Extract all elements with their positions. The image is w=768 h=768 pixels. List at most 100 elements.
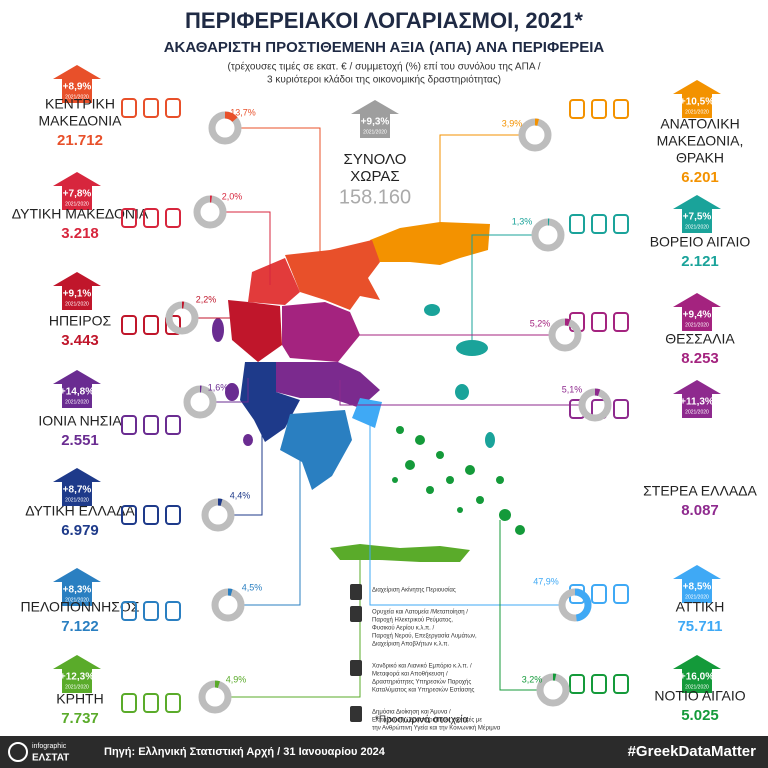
sector-icon [613, 399, 629, 419]
growth-period: 2021/2020 [65, 301, 89, 307]
sector-icon [613, 99, 629, 119]
growth-arrow [673, 80, 721, 118]
legend-text: Μεταφορά και Αποθήκευση / [372, 671, 448, 678]
region-value: 3.443 [61, 332, 99, 349]
growth-label: +12,3% [60, 672, 94, 683]
sector-icon [121, 505, 137, 525]
sector-icon [121, 315, 137, 335]
sector-icon [143, 505, 159, 525]
map-islands [392, 426, 525, 535]
total-name: ΧΩΡΑΣ [350, 168, 399, 185]
map-region [280, 410, 352, 490]
region-name: ΔΥΤΙΚΗ ΕΛΛΑΔΑ [25, 503, 135, 519]
legend-text: την Ανθρώπινη Υγεία και την Κοινωνική Μέ… [372, 725, 501, 732]
connector [234, 420, 263, 516]
map-island [424, 304, 440, 316]
sector-icon [591, 674, 607, 694]
growth-arrow [53, 370, 101, 408]
region-value: 5.025 [681, 707, 719, 724]
map-island [455, 384, 469, 400]
sector-icon [121, 693, 137, 713]
map-region [248, 258, 300, 305]
note: 3 κυριότεροι κλάδοι της οικονομικής δρασ… [267, 74, 501, 86]
growth-period: 2021/2020 [685, 594, 709, 600]
legend-text: Δημόσια Διοίκηση και Άμυνα / [372, 709, 451, 716]
sector-icon [165, 98, 181, 118]
region-value: 2.121 [681, 253, 719, 270]
region-name: ΜΑΚΕΔΟΝΙΑ, [657, 133, 744, 149]
growth-arrow [53, 272, 101, 310]
growth-period: 2021/2020 [65, 399, 89, 405]
growth-period: 2021/2020 [685, 322, 709, 328]
sector-icon [143, 98, 159, 118]
growth-arrow [53, 172, 101, 210]
sector-icon [143, 693, 159, 713]
growth-period: 2021/2020 [685, 684, 709, 690]
sector-icon [613, 214, 629, 234]
connector [329, 330, 549, 336]
sector-icon [613, 674, 629, 694]
sector-icon [591, 99, 607, 119]
connector [226, 211, 271, 285]
region-name: ΘΡΑΚΗ [676, 150, 724, 166]
connector [369, 415, 559, 606]
donut-share [531, 218, 565, 252]
total-value: 158.160 [339, 186, 411, 208]
sector-icon [165, 693, 181, 713]
sector-icon [121, 208, 137, 228]
region-name: ΑΝΑΤΟΛΙΚΗ [660, 116, 739, 132]
sector-icon [143, 601, 159, 621]
growth-arrow [53, 65, 101, 103]
map-island [330, 544, 470, 562]
growth-arrow [673, 565, 721, 603]
region-value: 21.712 [57, 132, 103, 149]
share-label: 47,9% [533, 576, 559, 586]
growth-period: 2021/2020 [65, 94, 89, 100]
legend-text: Παροχή Νερού, Επεξεργασία Λυμάτων, [372, 633, 477, 640]
legend-icon [350, 706, 362, 722]
connector [499, 520, 537, 691]
sector-icon [143, 415, 159, 435]
region-name: ΙΟΝΙΑ ΝΗΣΙΑ [38, 413, 122, 429]
growth-arrow [53, 568, 101, 606]
donut-share [201, 498, 235, 532]
map-region [276, 362, 380, 408]
donut-share [165, 301, 199, 335]
region-name: ΣΤΕΡΕΑ ΕΛΛΑΔΑ [643, 483, 757, 499]
map-island [225, 383, 239, 401]
growth-label: +7,5% [683, 212, 712, 223]
growth-label: +9,1% [63, 289, 92, 300]
sector-icon [569, 214, 585, 234]
growth-period: 2021/2020 [685, 224, 709, 230]
note: (τρέχουσες τιμές σε εκατ. € / συμμετοχή … [228, 61, 541, 73]
sector-icon [143, 315, 159, 335]
growth-arrow [673, 195, 721, 233]
donut-share [208, 111, 242, 145]
growth-arrow [53, 655, 101, 693]
growth-period: 2021/2020 [65, 201, 89, 207]
sector-icon [613, 312, 629, 332]
logo-icon [8, 742, 28, 762]
region-value: 75.711 [677, 618, 722, 635]
sector-icon [165, 315, 181, 335]
sector-icon [121, 601, 137, 621]
connector [339, 380, 579, 406]
region-name: ΝΟΤΙΟ ΑΙΓΑΙΟ [654, 688, 745, 704]
logo-bottom: ΕΛΣΤΑΤ [32, 753, 69, 764]
subtitle: ΑΚΑΘΑΡΙΣΤΗ ΠΡΟΣΤΙΘΕΜΕΝΗ ΑΞΙΑ (ΑΠΑ) ΑΝΑ Π… [164, 39, 605, 56]
share-label: 4,5% [242, 582, 263, 592]
connector [471, 234, 532, 348]
sector-icon [165, 415, 181, 435]
total-name: ΣΥΝΟΛΟ [344, 151, 407, 168]
map-region [282, 302, 360, 362]
legend: Διαχείριση Ακίνητης Περιουσίας Ορυχεία κα… [350, 584, 501, 732]
sector-icon [121, 98, 137, 118]
sector-icon [613, 584, 629, 604]
growth-arrow [673, 293, 721, 331]
growth-period: 2021/2020 [685, 109, 709, 115]
growth-period: 2021/2020 [685, 409, 709, 415]
region-value: 8.087 [681, 502, 719, 519]
share-label: 4,4% [230, 490, 251, 500]
donut-share [536, 673, 570, 707]
growth-label: +8,7% [63, 485, 92, 496]
